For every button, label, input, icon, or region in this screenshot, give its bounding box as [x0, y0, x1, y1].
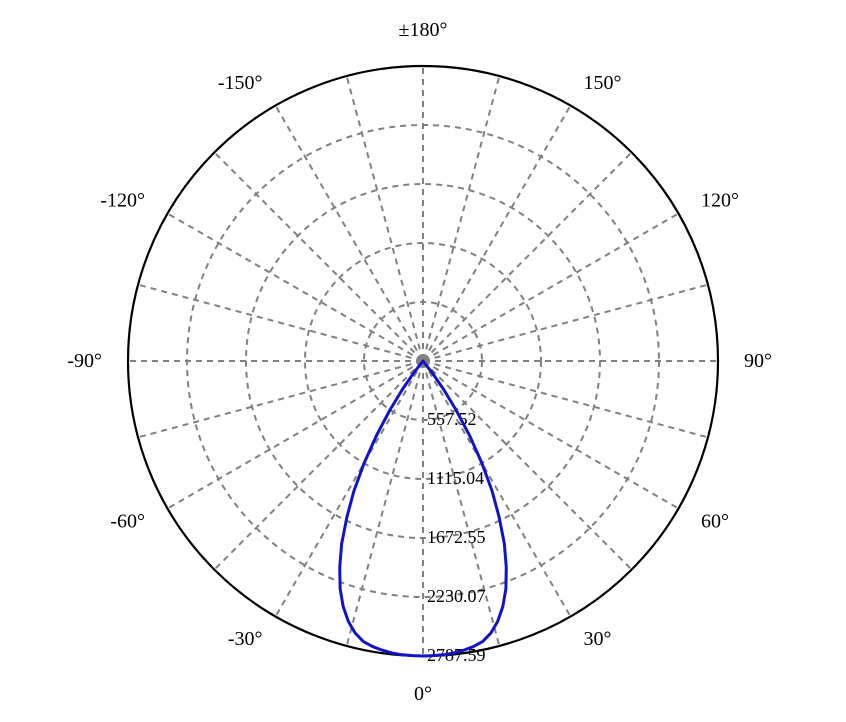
angle-label: -150° — [218, 72, 263, 94]
angle-label: -60° — [110, 511, 145, 533]
angle-label: -90° — [67, 350, 102, 372]
angle-label: 150° — [584, 72, 622, 94]
angle-label: 120° — [701, 190, 739, 212]
angle-label: 0° — [414, 683, 432, 705]
radial-tick-label: 1115.04 — [427, 468, 484, 488]
polar-chart: 557.521115.041672.552230.072787.590°30°6… — [0, 0, 846, 722]
radial-tick-label: 2230.07 — [427, 586, 486, 606]
polar-chart-svg: 557.521115.041672.552230.072787.590°30°6… — [0, 0, 846, 722]
angle-label: ±180° — [399, 19, 448, 41]
radial-tick-label: 557.52 — [427, 409, 477, 429]
angle-label: 30° — [584, 628, 612, 650]
angle-label: 90° — [744, 350, 772, 372]
angle-label: -30° — [228, 628, 263, 650]
angle-label: 60° — [701, 511, 729, 533]
radial-tick-label: 1672.55 — [427, 527, 486, 547]
angle-label: -120° — [100, 190, 145, 212]
